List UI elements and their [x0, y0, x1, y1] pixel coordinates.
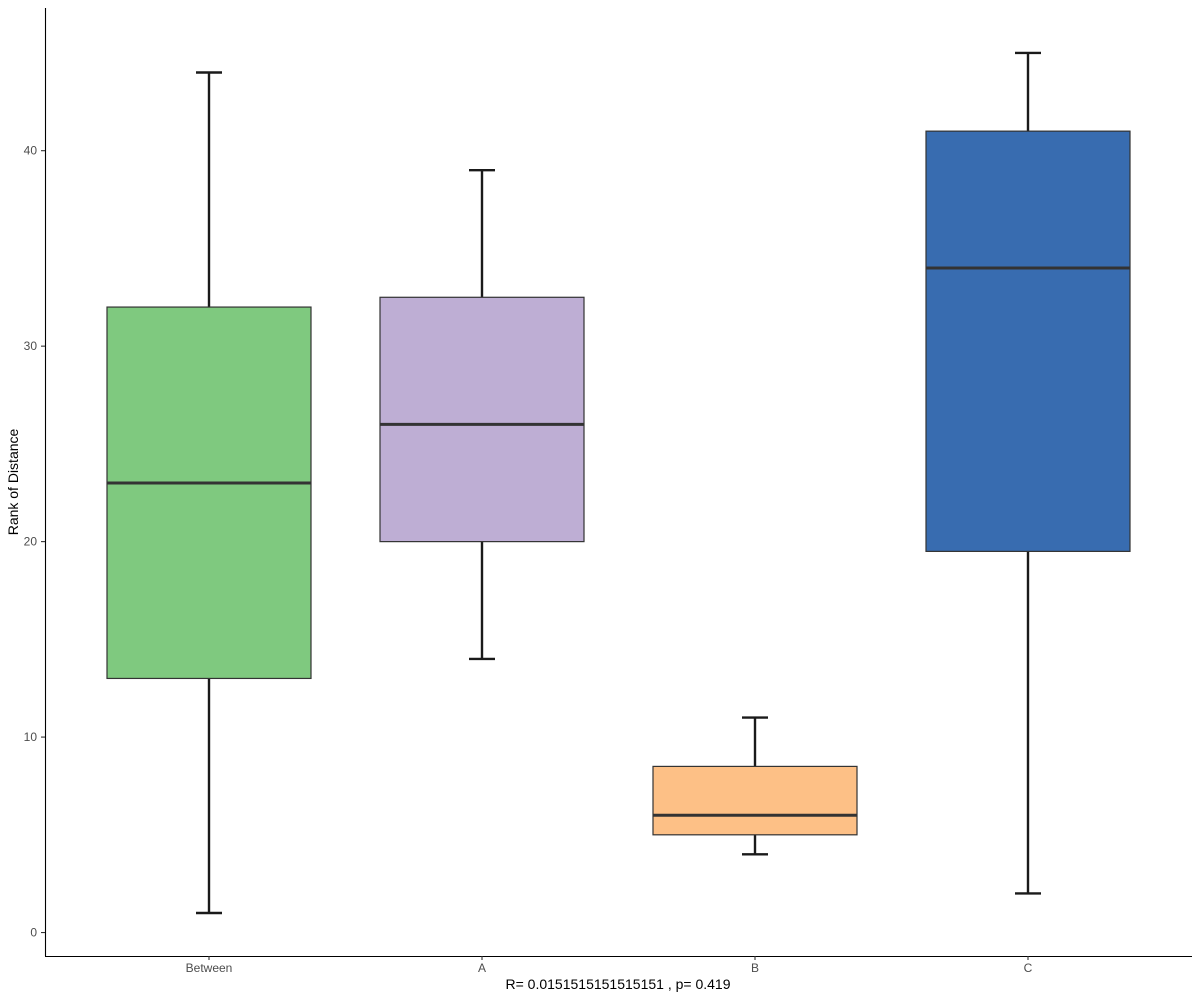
y-ticks: 0 10 20 30 40	[24, 144, 45, 940]
box-iqr	[925, 130, 1131, 552]
y-tick-label: 40	[24, 144, 38, 158]
y-tick-label: 30	[24, 339, 38, 353]
x-axis-title: R= 0.0151515151515151 , p= 0.419	[506, 976, 731, 992]
x-tick-label: B	[751, 961, 759, 975]
box-group-c	[925, 51, 1131, 895]
y-axis-title: Rank of Distance	[5, 428, 21, 535]
box-iqr	[379, 296, 585, 543]
y-tick-label: 10	[24, 730, 38, 744]
box-group-b	[652, 716, 858, 856]
boxes-layer	[106, 51, 1131, 915]
x-tick-label: C	[1024, 961, 1033, 975]
box-group-between	[106, 71, 312, 915]
box-group-a	[379, 169, 585, 661]
x-tick-label: Between	[186, 961, 233, 975]
x-tick-label: A	[478, 961, 486, 975]
y-tick-label: 20	[24, 535, 38, 549]
x-ticks: Between A B C	[186, 956, 1033, 975]
y-tick-label: 0	[30, 926, 37, 940]
box-iqr	[652, 765, 858, 836]
box-iqr	[106, 306, 312, 680]
